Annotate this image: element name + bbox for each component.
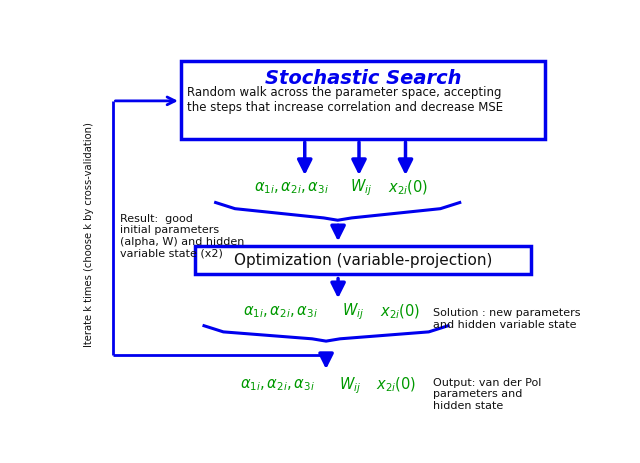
Text: Random walk across the parameter space, accepting
the steps that increase correl: Random walk across the parameter space, … xyxy=(187,86,503,114)
FancyBboxPatch shape xyxy=(180,62,545,140)
Text: Iterate k times (choose k by cross-validation): Iterate k times (choose k by cross-valid… xyxy=(84,122,94,346)
Text: $x_{2i}(0)$: $x_{2i}(0)$ xyxy=(380,302,420,320)
Text: $W_{ij}$: $W_{ij}$ xyxy=(342,301,364,322)
Text: $\alpha_{1i}, \alpha_{2i}, \alpha_{3i}$: $\alpha_{1i}, \alpha_{2i}, \alpha_{3i}$ xyxy=(243,304,317,319)
Text: $W_{ij}$: $W_{ij}$ xyxy=(339,374,361,394)
Text: $W_{ij}$: $W_{ij}$ xyxy=(350,177,372,198)
Text: Stochastic Search: Stochastic Search xyxy=(264,69,461,88)
Text: $\alpha_{1i}, \alpha_{2i}, \alpha_{3i}$: $\alpha_{1i}, \alpha_{2i}, \alpha_{3i}$ xyxy=(254,180,329,195)
Text: Optimization (variable-projection): Optimization (variable-projection) xyxy=(234,253,492,268)
Text: $\alpha_{1i}, \alpha_{2i}, \alpha_{3i}$: $\alpha_{1i}, \alpha_{2i}, \alpha_{3i}$ xyxy=(240,376,315,392)
Text: $x_{2i}(0)$: $x_{2i}(0)$ xyxy=(388,179,429,197)
Text: Solution : new parameters
and hidden variable state: Solution : new parameters and hidden var… xyxy=(433,307,580,329)
Text: $x_{2i}(0)$: $x_{2i}(0)$ xyxy=(376,375,416,394)
FancyBboxPatch shape xyxy=(195,246,531,275)
Text: Output: van der Pol
parameters and
hidden state: Output: van der Pol parameters and hidde… xyxy=(433,377,541,410)
Text: Result:  good
initial parameters
(alpha, W) and hidden
variable state (x2): Result: good initial parameters (alpha, … xyxy=(120,213,244,258)
